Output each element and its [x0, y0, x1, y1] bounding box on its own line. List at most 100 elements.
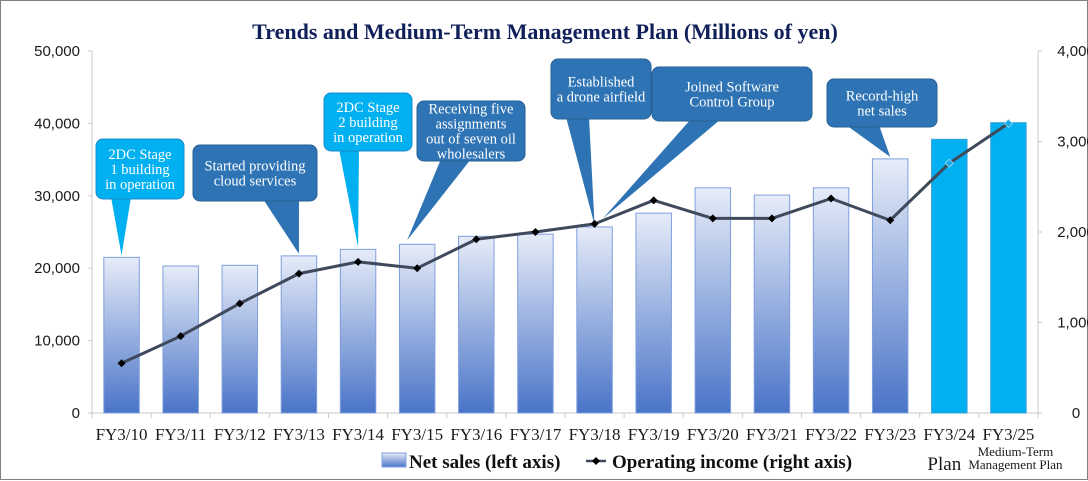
left-tick-label: 30,000: [34, 188, 80, 205]
bar-net-sales: [753, 194, 791, 414]
callout-text: 2DC Stage: [108, 147, 171, 163]
legend-label-operating-income: Operating income (right axis): [612, 452, 852, 473]
right-tick-label: 1,000: [1057, 315, 1088, 332]
callout-pointer: [111, 197, 131, 256]
right-tick-label: 2,000: [1057, 224, 1088, 241]
bar-net-sales: [458, 235, 495, 414]
x-tick-label: FY3/21: [746, 425, 798, 444]
bar-net-sales: [931, 138, 968, 414]
x-tick-label: FY3/24: [923, 425, 975, 444]
x-sublabel: Plan: [927, 454, 961, 475]
bar-net-sales: [871, 158, 909, 414]
callout-text: Joined Software: [685, 80, 779, 96]
legend-marker-operating-income: [592, 457, 600, 465]
x-tick-label: FY3/15: [391, 425, 443, 444]
operating-income-marker: [235, 299, 244, 308]
operating-income-marker: [767, 214, 776, 223]
callout-text: assignments: [436, 117, 507, 133]
callout-text: in operation: [105, 177, 175, 193]
legend-label-net-sales: Net sales (left axis): [409, 452, 560, 473]
callout-text: in operation: [333, 130, 403, 146]
x-tick-label: FY3/10: [96, 425, 148, 444]
callout-text: 2DC Stage: [336, 100, 399, 116]
right-tick-label: 0: [1072, 405, 1080, 422]
x-sublabel: Management Plan: [968, 457, 1063, 472]
operating-income-marker: [413, 264, 422, 273]
operating-income-marker: [708, 214, 717, 223]
operating-income-marker: [472, 235, 481, 244]
operating-income-marker: [176, 332, 185, 341]
chart-title: Trends and Medium-Term Management Plan (…: [252, 19, 838, 44]
callout-text: Control Group: [690, 95, 775, 111]
operating-income-marker: [117, 359, 126, 368]
callout-pointer: [407, 159, 471, 241]
left-tick-label: 20,000: [34, 260, 80, 277]
bars: [103, 122, 1027, 414]
callout-pointer: [566, 117, 595, 225]
callout-pointer: [339, 149, 359, 248]
operating-income-marker: [827, 194, 836, 203]
callout-box: [95, 138, 185, 200]
operating-income-marker: [944, 158, 954, 168]
x-tick-label: FY3/25: [982, 425, 1034, 444]
callout-text: Established: [568, 75, 636, 91]
x-tick-label: FY3/22: [805, 425, 857, 444]
callout-text: cloud services: [214, 174, 297, 190]
left-tick-label: 40,000: [34, 115, 80, 132]
x-sublabel: Medium-Term: [978, 444, 1054, 459]
bar-net-sales: [280, 255, 318, 414]
operating-income-marker: [590, 219, 599, 228]
operating-income-line: [117, 118, 1014, 368]
callout-box: [323, 92, 413, 152]
callout-text: Record-high: [846, 89, 919, 105]
x-tick-label: FY3/20: [687, 425, 739, 444]
operating-income-marker: [354, 257, 363, 266]
left-tick-label: 10,000: [34, 333, 80, 350]
bar-net-sales: [398, 243, 436, 414]
callout-box: [651, 66, 813, 122]
operating-income-marker: [886, 216, 895, 225]
callout-text: Started providing: [204, 159, 305, 175]
operating-income-marker: [531, 228, 540, 236]
right-tick-label: 4,000: [1057, 43, 1088, 60]
callout-text: wholesalers: [437, 147, 506, 163]
callout-box: [550, 58, 652, 120]
callout-text: Receiving five: [429, 102, 514, 118]
callout-box: [192, 144, 318, 202]
x-tick-label: FY3/18: [569, 425, 621, 444]
bar-net-sales: [221, 264, 259, 414]
operating-income-polyline: [120, 122, 1010, 365]
x-tick-label: FY3/23: [864, 425, 916, 444]
x-tick-label: FY3/12: [214, 425, 266, 444]
callout-box: [416, 100, 526, 162]
bar-net-sales: [517, 233, 554, 414]
callout-box: [826, 78, 938, 128]
x-tick-label: FY3/19: [628, 425, 680, 444]
bar-net-sales: [635, 212, 672, 414]
x-tick-label: FY3/14: [332, 425, 384, 444]
bar-net-sales: [990, 122, 1027, 414]
operating-income-marker: [1003, 118, 1014, 128]
callout-pointer: [602, 119, 721, 219]
axes: 0 10,000 20,000 30,000 40,000 50,000 0 1,000 2,0…: [34, 43, 1088, 475]
bar-net-sales: [339, 248, 377, 414]
x-tick-label: FY3/11: [155, 425, 206, 444]
x-tick-label: FY3/16: [450, 425, 502, 444]
bar-net-sales: [103, 256, 140, 414]
callout-text: 2 building: [338, 115, 397, 131]
legend: Net sales (left axis) Operating income (…: [381, 452, 852, 473]
callout-text: 1 building: [110, 162, 169, 178]
operating-income-marker: [294, 269, 303, 278]
operating-income-marker: [649, 196, 658, 205]
bar-net-sales: [576, 226, 613, 414]
legend-swatch-net-sales: [381, 452, 407, 468]
